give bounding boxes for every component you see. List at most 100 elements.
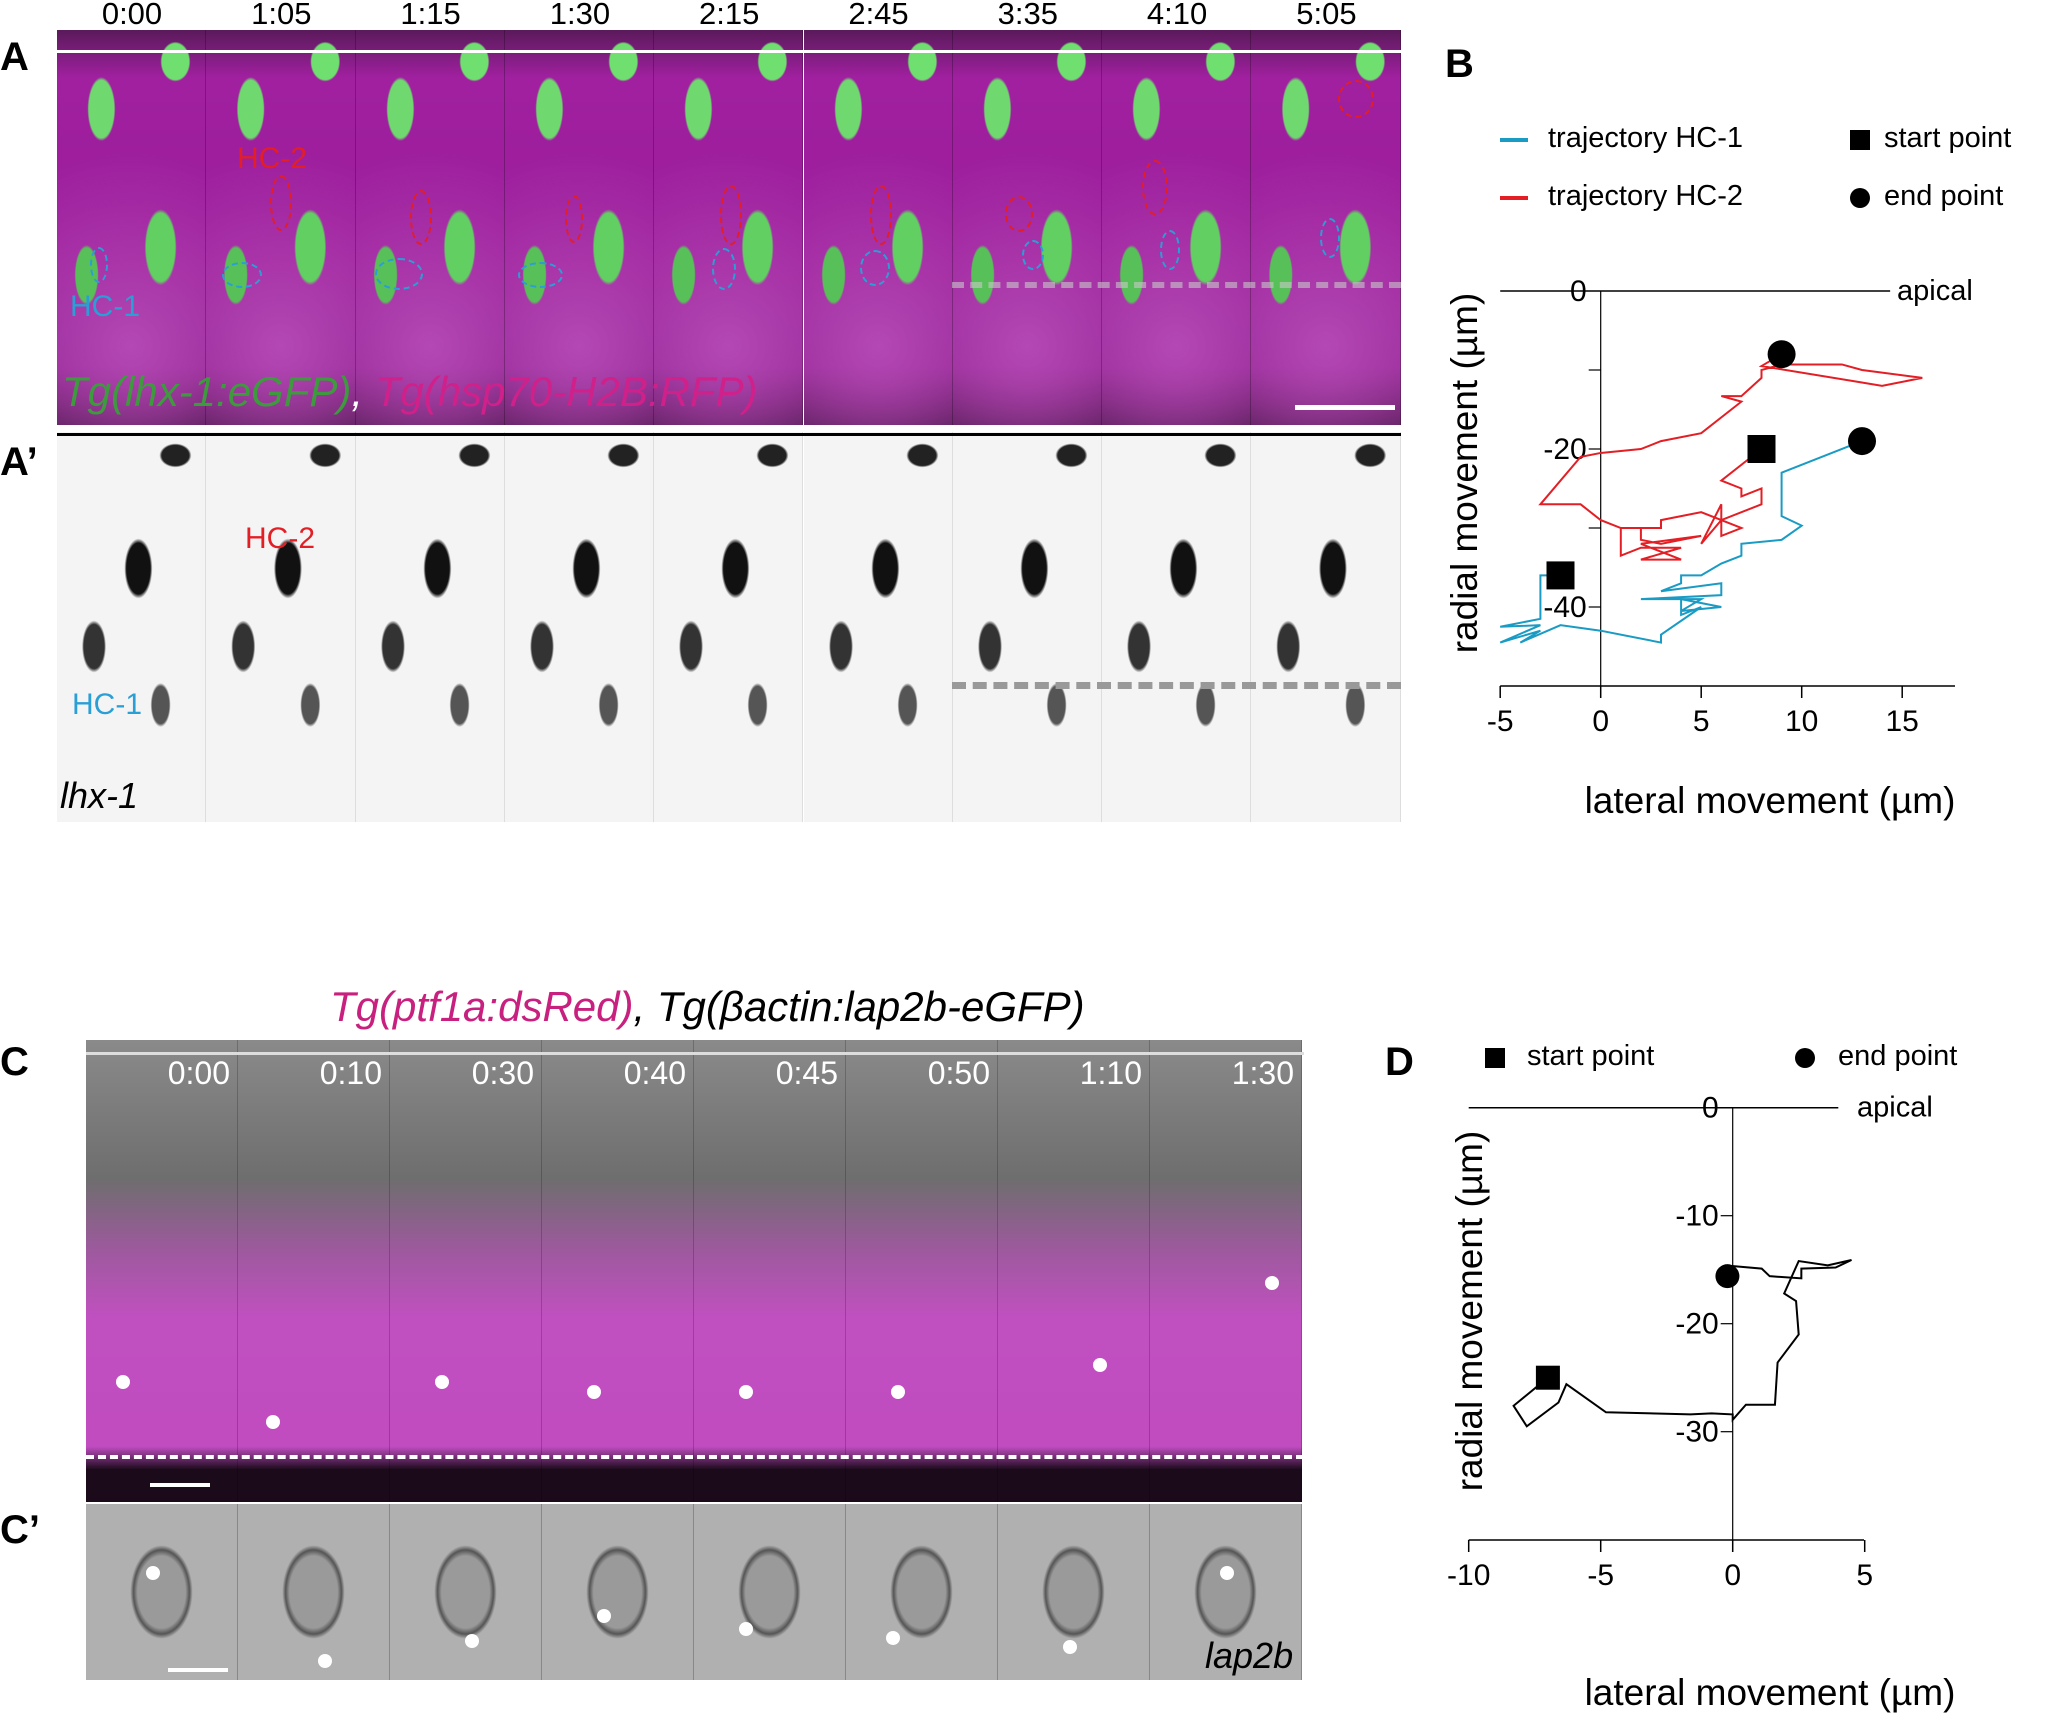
panel-label-d: D xyxy=(1385,1040,1414,1084)
hc2-outline xyxy=(410,190,432,245)
tracked-nucleus-dot xyxy=(266,1415,280,1429)
tracked-nucleus-dot xyxy=(739,1385,753,1399)
image-frame xyxy=(694,1040,846,1502)
timepoint-label: 0:10 xyxy=(319,1055,382,1091)
timepoint-label: 0:00 xyxy=(167,1055,230,1091)
start-point-marker xyxy=(1546,561,1575,590)
panel-label-c-prime: C’ xyxy=(0,1508,40,1552)
tracked-nucleus-dot xyxy=(1063,1640,1077,1654)
image-frame xyxy=(998,1040,1150,1502)
tracked-nucleus-dot xyxy=(116,1375,130,1389)
tracked-nucleus-dot xyxy=(435,1375,449,1389)
image-frame xyxy=(57,432,207,822)
basal-dashed-line xyxy=(86,1455,1304,1459)
hc1-outline xyxy=(375,258,423,290)
basal-dashed-line xyxy=(952,682,1401,689)
tracked-nucleus-dot xyxy=(886,1631,900,1645)
tracked-nucleus-dot xyxy=(1220,1566,1234,1580)
legend-end: end point xyxy=(1838,1040,1958,1072)
image-frame xyxy=(1102,432,1252,822)
hc1-outline xyxy=(518,262,563,288)
timepoint-label: 4:10 xyxy=(1146,0,1208,31)
y-tick-label: -40 xyxy=(1543,591,1586,624)
image-frame xyxy=(803,432,953,822)
channel-label: lhx-1 xyxy=(60,775,139,816)
x-tick-label: 15 xyxy=(1886,705,1919,738)
legend-hc2: trajectory HC-2 xyxy=(1548,180,1743,212)
tracked-nucleus-dot xyxy=(891,1385,905,1399)
image-frame xyxy=(238,1504,390,1680)
image-frame xyxy=(654,432,804,822)
apical-label: apical xyxy=(1897,275,1973,307)
panel-c-title: Tg(ptf1a:dsRed), Tg(βactin:lap2b-eGFP) xyxy=(330,983,1085,1031)
x-axis-label: lateral movement (µm) xyxy=(1584,1672,1956,1713)
legend-hc1: trajectory HC-1 xyxy=(1548,122,1743,154)
trajectory-line-1 xyxy=(1512,1259,1852,1428)
start-point-marker xyxy=(1535,1365,1560,1390)
hc2-outline xyxy=(270,175,292,231)
apical-reference-line xyxy=(86,1052,1304,1055)
timepoint-label: 2:15 xyxy=(699,0,760,31)
y-tick-label: -20 xyxy=(1543,433,1586,466)
image-frame xyxy=(390,1040,542,1502)
channel-label: lap2b xyxy=(1205,1635,1294,1676)
timepoint-label: 0:30 xyxy=(471,1055,534,1091)
image-frame xyxy=(846,1040,998,1502)
legend-circle-icon xyxy=(1795,1048,1815,1068)
hc1-outline xyxy=(860,250,890,286)
image-frame xyxy=(952,432,1103,822)
y-tick-label: -20 xyxy=(1675,1308,1718,1341)
tracked-nucleus-dot xyxy=(739,1622,753,1636)
panel-label-a: A xyxy=(0,35,29,79)
image-frame xyxy=(355,432,505,822)
x-tick-label: -5 xyxy=(1587,1559,1614,1592)
legend-end: end point xyxy=(1884,180,2004,212)
title-separator: , xyxy=(633,983,646,1030)
timepoint-label: 3:35 xyxy=(997,0,1058,31)
title-black-channel: Tg(βactin:lap2b-eGFP) xyxy=(656,983,1085,1030)
scale-bar xyxy=(1295,405,1395,410)
apical-reference-line xyxy=(57,50,1401,53)
y-tick-label: 0 xyxy=(1570,275,1587,308)
tracked-nucleus-dot xyxy=(465,1634,479,1648)
x-tick-label: -5 xyxy=(1487,705,1514,738)
hc2-outline xyxy=(565,195,583,243)
hc2-outline xyxy=(1142,160,1168,215)
image-frame xyxy=(1102,30,1252,425)
x-tick-label: 5 xyxy=(1856,1559,1873,1592)
end-point-marker xyxy=(1767,340,1796,369)
image-frame xyxy=(1150,1040,1302,1502)
legend-square-icon xyxy=(1850,130,1870,150)
end-point-marker xyxy=(1715,1264,1740,1289)
legend-start: start point xyxy=(1527,1040,1655,1072)
trajectory-line-1 xyxy=(1499,440,1863,644)
timepoint-label: 1:10 xyxy=(1079,1055,1142,1091)
x-tick-label: -10 xyxy=(1447,1559,1490,1592)
hc1-label: HC-1 xyxy=(72,688,143,721)
x-tick-label: 0 xyxy=(1724,1559,1741,1592)
hc1-outline xyxy=(712,248,736,290)
hc1-outline xyxy=(1320,218,1340,258)
image-frame xyxy=(206,432,356,822)
panel-label-a-prime: A’ xyxy=(0,440,38,484)
image-frame xyxy=(694,1504,846,1680)
trajectory-line-2 xyxy=(1538,353,1923,561)
image-frame xyxy=(390,1504,542,1680)
panel-label-c: C xyxy=(0,1040,29,1084)
legend-circle-icon xyxy=(1850,188,1870,208)
legend-square-icon xyxy=(1485,1048,1505,1068)
y-tick-label: -10 xyxy=(1675,1200,1718,1233)
image-frame xyxy=(542,1504,694,1680)
image-frame xyxy=(86,1504,238,1680)
tracked-nucleus-dot xyxy=(146,1566,160,1580)
timepoint-label: 0:50 xyxy=(927,1055,990,1091)
hc2-outline xyxy=(1005,196,1033,232)
image-frame xyxy=(238,1040,390,1502)
hc2-outline xyxy=(870,185,892,245)
tracked-nucleus-dot xyxy=(1265,1276,1279,1290)
image-frame xyxy=(846,1504,998,1680)
panel-label-b: B xyxy=(1445,42,1474,86)
timepoint-label: 0:45 xyxy=(775,1055,838,1091)
tracked-nucleus-dot xyxy=(1093,1358,1107,1372)
